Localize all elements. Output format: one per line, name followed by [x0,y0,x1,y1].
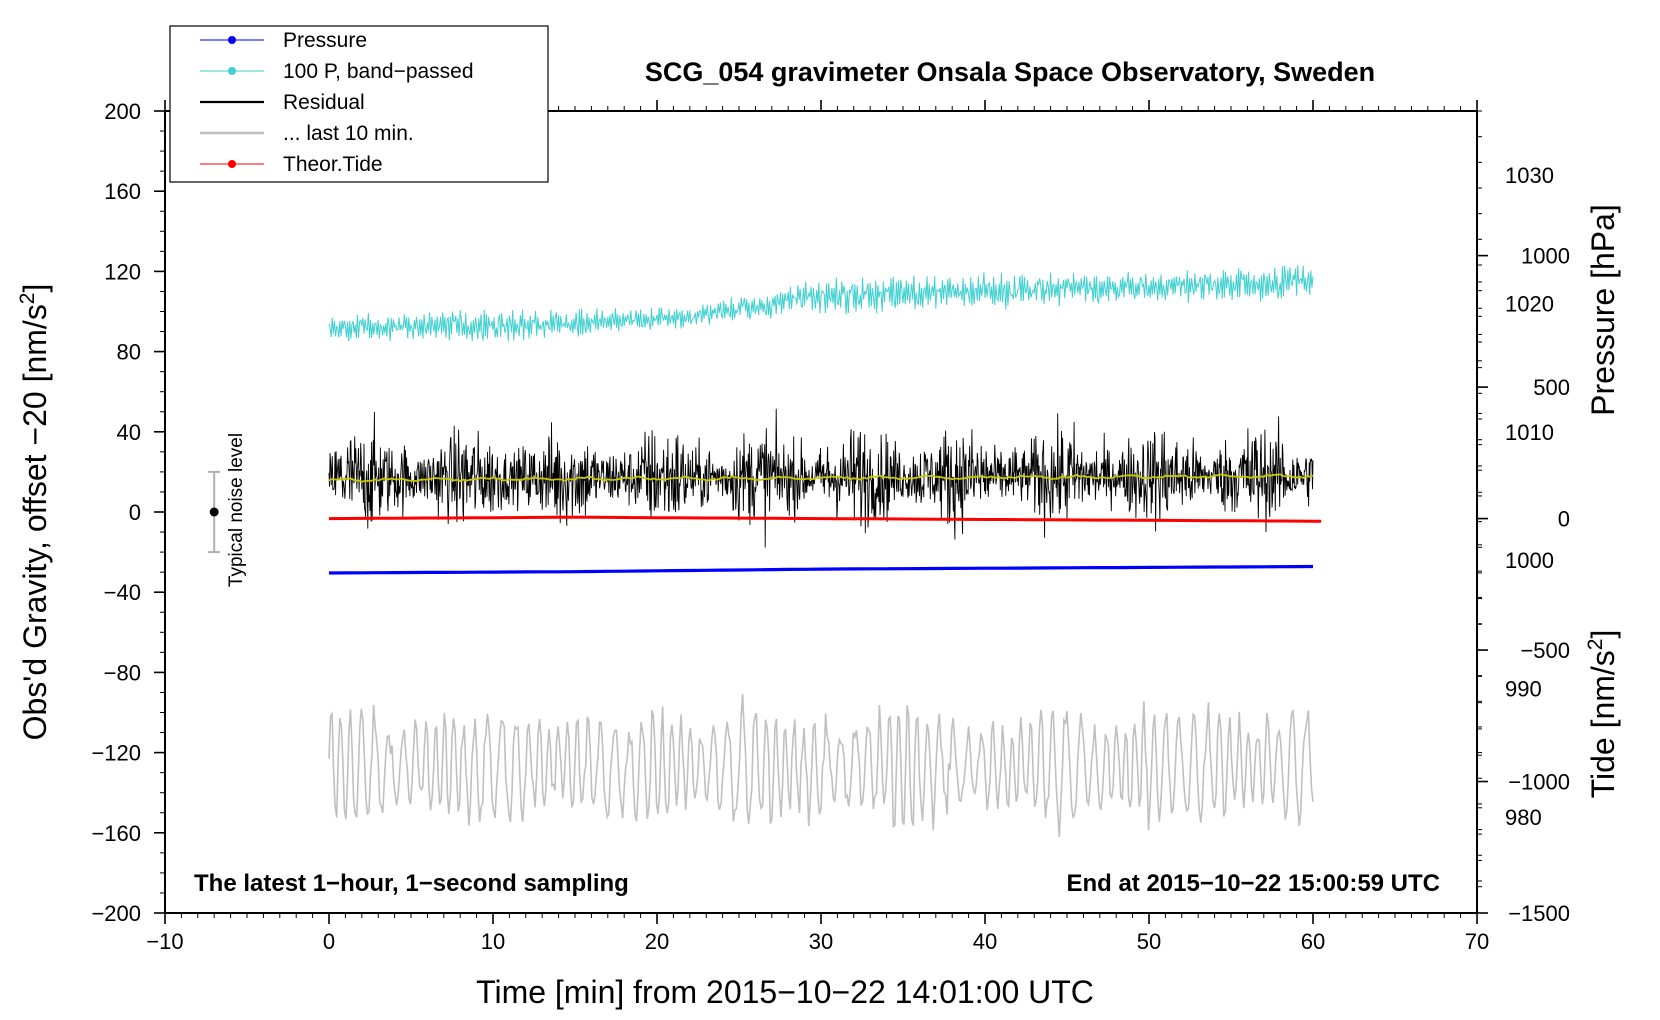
pressure-tick-label: 1020 [1505,291,1554,316]
y-tick-label: −200 [91,901,141,926]
series-last-10-min [328,694,1314,837]
y-axis-tide-title: Tide [nm/s2] [1584,630,1621,799]
end-time-annotation: End at 2015−10−22 15:00:59 UTC [1066,870,1440,897]
x-tick-label: 70 [1465,929,1489,954]
series-theor-tide [328,515,1322,523]
x-tick-label: 30 [809,929,833,954]
y-tick-label: −80 [104,660,141,685]
y-tick-label: −120 [91,741,141,766]
legend-marker [228,67,236,75]
y-tick-label: 40 [117,420,141,445]
sampling-annotation: The latest 1−hour, 1−second sampling [194,870,629,897]
legend-marker [228,36,236,44]
tick-labels: −10 0 10 20 30 40 50 60 70−200−160−120−80−400408… [91,99,1570,954]
chart-title: SCG_054 gravimeter Onsala Space Observat… [645,57,1375,87]
noise-bar [208,470,221,554]
y-tick-label: −160 [91,821,141,846]
plot-frame [164,110,1478,914]
y-axis-pressure-title: Pressure [hPa] [1585,204,1621,416]
legend-label: Pressure [283,29,367,52]
x-tick-label: 50 [1137,929,1161,954]
pressure-tick-label: 1000 [1505,548,1554,573]
x-tick-label: 40 [973,929,997,954]
tide-tick-label: 500 [1533,375,1570,400]
x-tick-label: 10 [481,929,505,954]
noise-bar-label: Typical noise level [226,433,247,587]
pressure-tick-label: 980 [1505,805,1542,830]
legend-label: ... last 10 min. [283,122,414,145]
legend-marker [228,160,236,168]
tide-tick-label: −1500 [1508,901,1570,926]
x-tick-label: 20 [645,929,669,954]
y-tick-label: 120 [104,259,141,284]
legend-box [169,25,549,183]
series-band-passed-pressure [328,265,1314,342]
x-axis-title: Time [min] from 2015−10−22 14:01:00 UTC [476,974,1094,1010]
pressure-tick-label: 990 [1505,676,1542,701]
series-trend [328,473,1314,483]
x-tick-label: 60 [1301,929,1325,954]
legend-label: Theor.Tide [283,153,383,176]
pressure-tick-label: 1010 [1505,420,1554,445]
tide-tick-label: −500 [1520,638,1570,663]
series-layer [328,265,1322,837]
legend: Pressure 100 P, band−passed Residual ... la… [169,25,549,183]
noise-bar-center-dot [209,507,219,517]
tide-tick-label: −1000 [1508,770,1570,795]
y-tick-label: 0 [129,500,141,525]
y-tick-label: 80 [117,340,141,365]
y-tick-label: 160 [104,179,141,204]
x-tick-label: −10 [146,929,183,954]
series-residual [328,408,1314,548]
y-axis-left-title: Obs'd Gravity, offset −20 [nm/s2] [16,284,53,741]
pressure-tick-label: 1030 [1505,163,1554,188]
series-pressure [328,564,1314,575]
legend-label: Residual [283,91,365,114]
tide-tick-label: 1000 [1521,244,1570,269]
x-tick-label: 0 [323,929,335,954]
tide-tick-label: 0 [1558,507,1570,532]
legend-label: 100 P, band−passed [283,60,474,83]
y-tick-label: 200 [104,99,141,124]
y-tick-label: −40 [104,580,141,605]
